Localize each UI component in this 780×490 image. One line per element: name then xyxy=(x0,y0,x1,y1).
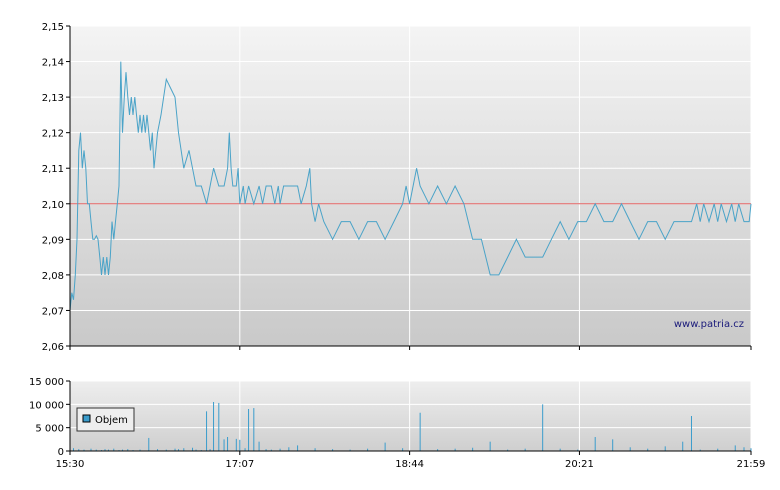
watermark-text: www.patria.cz xyxy=(674,319,744,330)
volume-y-tick-label: 15 000 xyxy=(29,377,64,388)
price-x-axis xyxy=(69,346,752,350)
price-y-tick-label: 2,11 xyxy=(42,164,64,175)
price-y-tick-label: 2,09 xyxy=(42,235,64,246)
price-y-tick-label: 2,06 xyxy=(42,342,64,353)
price-y-tick-label: 2,14 xyxy=(42,58,64,69)
price-y-tick-label: 2,12 xyxy=(42,129,64,140)
legend: Objem xyxy=(76,407,135,432)
price-series-line xyxy=(69,61,752,311)
volume-y-axis: 0 5 000 10 000 15 000 xyxy=(29,377,70,458)
time-x-tick-label: 20:21 xyxy=(565,459,594,470)
volume-panel: 0 5 000 10 000 15 000 15:30 17:07 18:44 20:21 2… xyxy=(29,377,765,470)
volume-x-axis: 15:30 17:07 18:44 20:21 21:59 xyxy=(56,451,766,470)
price-panel: 2,06 2,07 2,08 2,09 2,10 2,11 2,12 2,13 2,14 2,15… xyxy=(42,22,752,353)
volume-y-tick-label: 0 xyxy=(58,447,64,458)
price-y-tick-label: 2,08 xyxy=(42,271,64,282)
volume-y-tick-label: 5 000 xyxy=(35,424,64,435)
time-x-tick-label: 15:30 xyxy=(56,459,85,470)
time-x-tick-label: 18:44 xyxy=(395,459,424,470)
price-y-tick-label: 2,10 xyxy=(42,200,64,211)
legend-box xyxy=(76,407,135,432)
price-y-tick-label: 2,15 xyxy=(42,22,64,33)
legend-swatch xyxy=(82,414,91,423)
volume-y-tick-label: 10 000 xyxy=(29,400,64,411)
price-y-tick-label: 2,07 xyxy=(42,306,64,317)
legend-label: Objem xyxy=(95,415,128,426)
price-y-tick-label: 2,13 xyxy=(42,93,64,104)
volume-bars xyxy=(73,402,752,451)
volume-plot-background xyxy=(70,381,751,451)
price-plot-background xyxy=(70,26,751,346)
price-y-axis: 2,06 2,07 2,08 2,09 2,10 2,11 2,12 2,13 2,14 2,15 xyxy=(42,22,70,353)
time-x-tick-label: 21:59 xyxy=(737,459,766,470)
time-x-tick-label: 17:07 xyxy=(225,459,254,470)
